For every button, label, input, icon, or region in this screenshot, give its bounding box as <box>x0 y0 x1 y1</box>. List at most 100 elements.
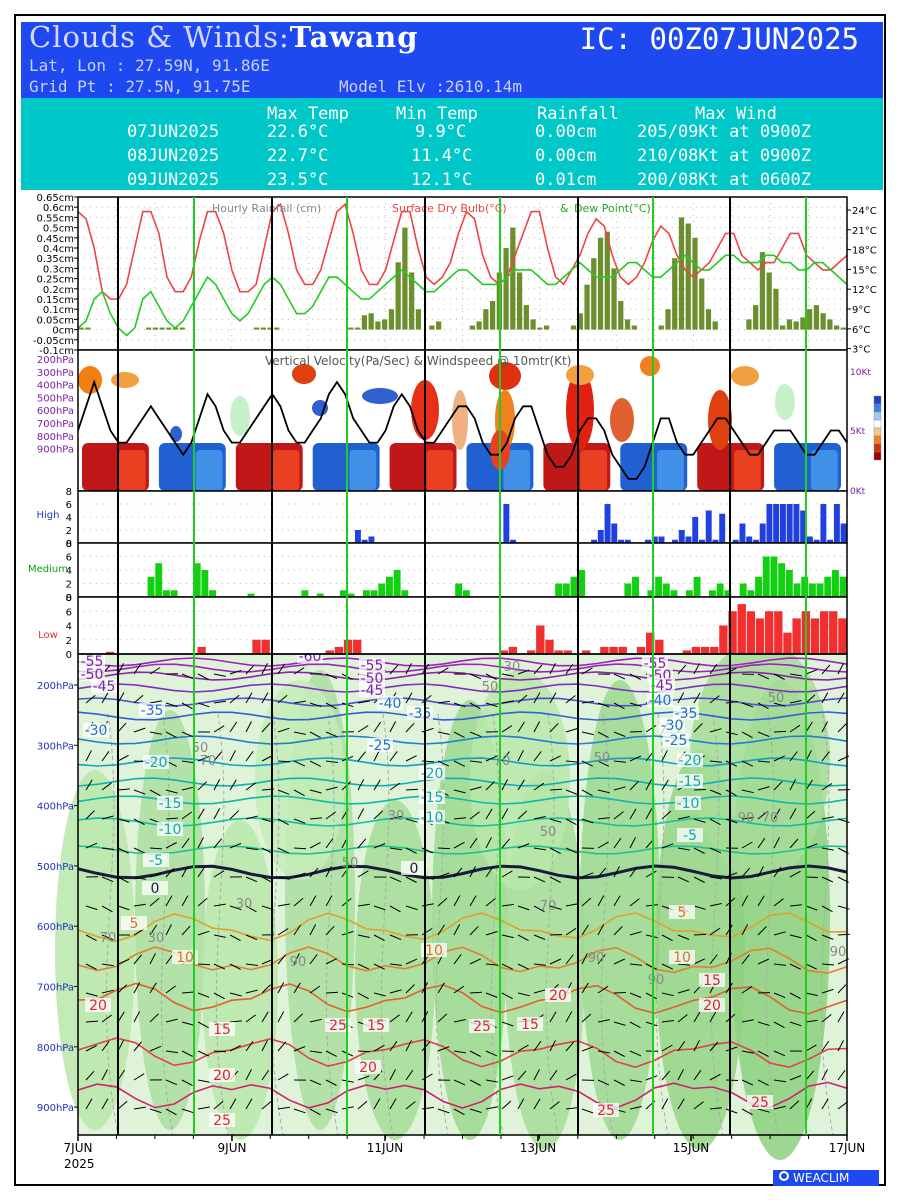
wind-barb <box>389 847 402 851</box>
rh-label: 50 <box>594 751 611 766</box>
wind-barb <box>821 1040 830 1052</box>
cloud-bar <box>325 650 334 654</box>
isotherm-line <box>77 735 848 745</box>
wind-barb <box>453 1108 465 1116</box>
wind-barb <box>293 818 306 824</box>
wind-barb <box>565 728 578 733</box>
cloud-bar <box>362 590 370 597</box>
wind-barb <box>325 702 337 710</box>
wind-barb <box>85 750 92 762</box>
wind-barb <box>389 989 402 994</box>
isotherm-label: 25 <box>597 1103 615 1119</box>
cloud-axis-label: 0 <box>66 593 72 604</box>
cloud-bar <box>819 611 829 654</box>
isotherm-label: -45 <box>361 683 384 699</box>
wind-barb <box>389 664 399 675</box>
wind-barb <box>261 984 271 994</box>
daily-summary-table: Max Temp Min Temp Rainfall Max Wind 07JU… <box>21 98 883 190</box>
wind-barb <box>773 837 780 849</box>
cloud-bar <box>591 539 598 543</box>
wind-barb <box>453 1019 466 1023</box>
wind-barb <box>357 1100 368 1110</box>
wind-barb <box>437 700 450 704</box>
wind-barb <box>165 985 176 994</box>
wind-barb <box>405 984 415 994</box>
wind-barb <box>85 1070 95 1081</box>
label-bg <box>325 1018 351 1032</box>
wind-barb <box>805 1019 818 1023</box>
wind-barb <box>85 905 98 911</box>
windspeed-axis-label: 5Kt <box>850 427 866 437</box>
wind-barb <box>469 1108 482 1113</box>
wind-barb <box>149 953 156 965</box>
wind-barb <box>405 1069 414 1081</box>
wind-barb <box>741 702 754 708</box>
vvel-axis-label: 700hPa <box>37 419 74 430</box>
col-max-temp: Max Temp <box>267 104 349 124</box>
section-axis-label: 900hPa <box>37 1103 74 1114</box>
x-axis-label: 15JUN <box>673 1141 710 1155</box>
wind-barb <box>533 1040 542 1052</box>
wind-barb <box>549 818 562 823</box>
cloud-bar <box>301 590 309 597</box>
colorbar-cell <box>873 427 882 437</box>
wind-barb <box>597 702 610 708</box>
wind-barb <box>133 727 146 733</box>
wind-barb <box>197 755 210 762</box>
wind-barb <box>821 1098 829 1110</box>
cloud-bar <box>779 504 786 543</box>
cloud-bar <box>508 646 518 654</box>
label-bg <box>157 796 183 810</box>
wind-barb <box>469 731 482 738</box>
wind-barb <box>661 1070 671 1081</box>
wind-barb <box>757 926 767 936</box>
wind-barb <box>357 1075 370 1081</box>
cloud-bar <box>536 625 545 654</box>
rain-axis-label: 0.55cm <box>36 213 74 224</box>
wind-barb <box>389 815 402 820</box>
cloud-bar <box>334 646 344 654</box>
wind-barb <box>453 954 462 965</box>
wind-barb <box>789 1021 802 1027</box>
rain-axis-label: 0.3cm <box>43 264 74 275</box>
label-bg <box>367 738 393 752</box>
wind-barb <box>501 751 510 762</box>
rain-bar <box>145 327 152 330</box>
label-bg <box>421 943 447 957</box>
cloud-bar <box>170 590 178 597</box>
isotherm-label: -45 <box>93 679 116 695</box>
wind-barb <box>245 963 258 966</box>
wind-barb <box>789 673 802 677</box>
wind-barb <box>373 963 386 970</box>
cloud-axis-label: 4 <box>66 513 72 524</box>
wind-barb <box>613 731 626 737</box>
isotherm-label: -40 <box>379 696 402 712</box>
wind-barb <box>693 1011 701 1023</box>
cloud-bar <box>832 570 839 597</box>
rh-label: 90 <box>290 955 307 970</box>
wind-barb <box>693 847 705 854</box>
wind-barb <box>549 755 562 762</box>
page-title: Clouds & Winds:Tawang <box>29 20 419 54</box>
cloud-bar <box>747 590 755 597</box>
wind-barb <box>613 1079 625 1086</box>
wind-barb <box>229 1044 241 1052</box>
wind-barb <box>213 992 225 1000</box>
label-bg <box>142 881 168 895</box>
wind-barb <box>565 876 578 880</box>
wind-barb <box>357 751 366 762</box>
wind-barb <box>693 789 707 791</box>
wind-barb <box>325 1079 337 1086</box>
wind-barb <box>821 934 834 940</box>
cloud-bar <box>774 611 783 654</box>
cloud-bar <box>545 639 554 654</box>
cloud-bar <box>737 604 746 654</box>
wind-barb <box>133 954 142 965</box>
wind-barb <box>437 847 451 850</box>
wind-barb <box>517 779 525 791</box>
rain-bar <box>570 325 577 330</box>
wind-barb <box>197 702 210 708</box>
wind-barb <box>485 702 498 708</box>
wind-barb <box>597 954 606 965</box>
wind-barb <box>437 897 448 907</box>
